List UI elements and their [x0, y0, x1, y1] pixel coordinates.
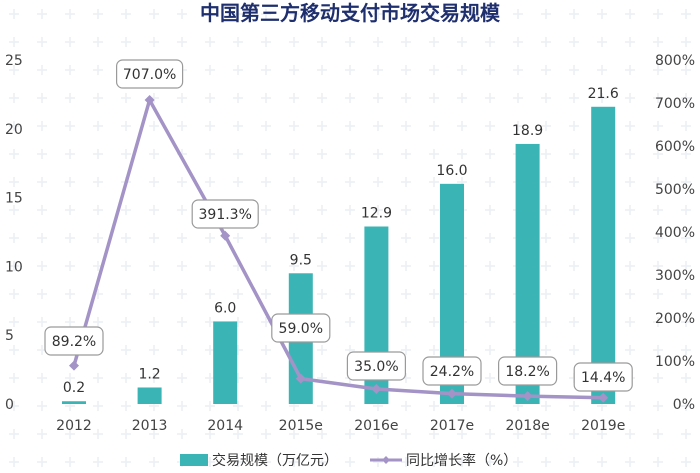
growth-point [295, 373, 306, 384]
growth-label-box [346, 351, 406, 381]
bar-value-label: 6.0 [214, 300, 236, 316]
y-right-tick-label: 500% [655, 182, 695, 198]
legend-bar-swatch [180, 454, 208, 466]
bar-value-label: 9.5 [290, 252, 312, 268]
growth-line [72, 95, 604, 400]
growth-point [220, 230, 231, 241]
y-left-tick-label: 15 [5, 191, 23, 207]
y-left-tick-label: 0 [5, 397, 14, 413]
bar-value-label: 18.9 [512, 123, 543, 139]
bar-value-label: 16.0 [436, 163, 467, 179]
growth-label-box [422, 356, 482, 386]
bar [591, 106, 616, 404]
growth-label: 24.2% [430, 364, 474, 380]
growth-point [69, 360, 79, 371]
y-right-tick-label: 400% [655, 225, 695, 241]
x-tick-label: 2012 [56, 418, 92, 434]
growth-point [598, 392, 609, 403]
y-left-tick-label: 5 [5, 328, 14, 344]
bar [137, 387, 162, 404]
growth-label: 18.2% [505, 364, 549, 380]
growth-label-box [498, 356, 558, 386]
y-left-tick-label: 20 [5, 122, 23, 138]
x-tick-label: 2013 [132, 418, 168, 434]
x-tick-label: 2017e [430, 418, 474, 434]
growth-label: 89.2% [52, 334, 96, 350]
growth-point [447, 388, 457, 399]
bar [213, 321, 238, 404]
y-right-tick-label: 700% [655, 96, 695, 112]
y-left-tick-label: 10 [5, 259, 23, 275]
growth-label: 59.0% [279, 321, 323, 337]
legend-line-marker [382, 456, 390, 464]
bar [62, 401, 86, 404]
y-right-tick-label: 200% [655, 311, 695, 327]
growth-label-box [191, 199, 259, 229]
legend-line-label: 同比增长率（%） [406, 452, 517, 469]
growth-label: 14.4% [581, 370, 625, 386]
bar-value-label: 1.2 [138, 366, 160, 382]
x-tick-label: 2014 [207, 418, 243, 434]
chart-title: 中国第三方移动支付市场交易规模 [200, 1, 501, 25]
x-tick-label: 2016e [354, 418, 398, 434]
bar-value-label: 0.2 [63, 380, 85, 396]
y-right-tick-label: 0% [673, 397, 695, 413]
growth-label: 707.0% [123, 67, 176, 83]
growth-label-box [44, 326, 104, 356]
bar-value-label: 21.6 [588, 86, 619, 102]
growth-point [371, 383, 382, 394]
growth-label-box [271, 313, 331, 343]
x-tick-label: 2015e [279, 418, 323, 434]
legend-bar-label: 交易规模（万亿元） [212, 452, 338, 469]
x-tick-label: 2018e [505, 418, 549, 434]
y-right-tick-label: 100% [655, 354, 695, 370]
y-right-tick-label: 800% [655, 53, 695, 69]
growth-point [522, 391, 533, 402]
x-tick-label: 2019e [581, 418, 625, 434]
bar-value-label: 12.9 [361, 205, 392, 221]
growth-label-box [115, 59, 184, 89]
y-right-tick-label: 600% [655, 139, 695, 155]
growth-label: 391.3% [199, 207, 252, 223]
y-right-tick-label: 300% [655, 268, 695, 284]
growth-label-box [573, 362, 633, 392]
growth-label: 35.0% [354, 359, 398, 375]
y-left-tick-label: 25 [5, 53, 23, 69]
growth-point [144, 94, 155, 105]
